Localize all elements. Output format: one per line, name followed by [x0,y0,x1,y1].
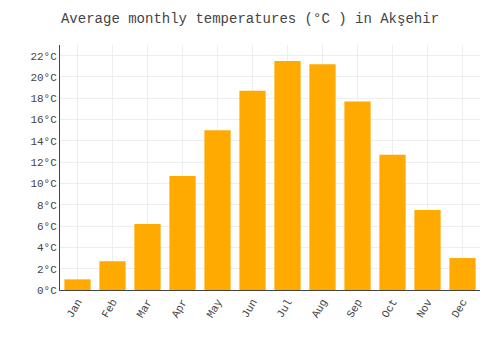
svg-text:Mar: Mar [135,297,155,320]
svg-text:Jun: Jun [240,297,260,320]
svg-text:Jan: Jan [65,297,85,320]
svg-text:20°C: 20°C [30,72,57,84]
svg-text:16°C: 16°C [30,114,57,126]
svg-text:2°C: 2°C [37,264,57,276]
svg-text:6°C: 6°C [37,221,57,233]
svg-text:Jul: Jul [275,297,295,320]
svg-text:Sep: Sep [345,297,365,320]
svg-text:Oct: Oct [380,297,400,320]
svg-text:8°C: 8°C [37,200,57,212]
svg-text:Dec: Dec [450,297,470,320]
svg-text:Nov: Nov [415,297,435,320]
svg-text:12°C: 12°C [30,157,57,169]
svg-text:10°C: 10°C [30,178,57,190]
svg-text:14°C: 14°C [30,136,57,148]
svg-text:Average monthly temperatures (: Average monthly temperatures (°C ) in Ak… [61,11,439,27]
svg-text:22°C: 22°C [30,51,57,63]
svg-text:4°C: 4°C [37,242,57,254]
svg-text:Aug: Aug [310,297,330,320]
svg-text:May: May [205,297,225,320]
svg-text:0°C: 0°C [37,285,57,297]
svg-text:Apr: Apr [170,297,190,320]
svg-text:18°C: 18°C [30,93,57,105]
svg-text:Feb: Feb [100,297,120,320]
